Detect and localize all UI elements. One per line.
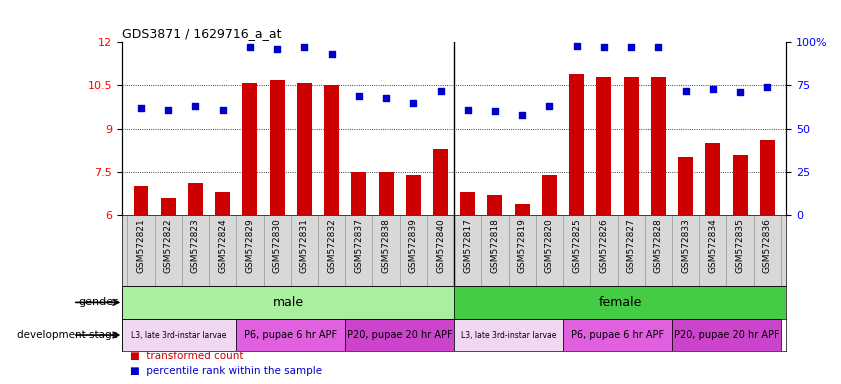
Bar bbox=[672, 319, 781, 351]
Text: GSM572835: GSM572835 bbox=[736, 218, 744, 273]
Point bbox=[325, 51, 338, 58]
Text: GSM572830: GSM572830 bbox=[272, 218, 282, 273]
Point bbox=[516, 112, 529, 118]
Bar bbox=[378, 172, 394, 215]
Text: GSM572822: GSM572822 bbox=[164, 218, 172, 273]
Bar bbox=[433, 149, 448, 215]
Text: P20, pupae 20 hr APF: P20, pupae 20 hr APF bbox=[674, 330, 780, 340]
Text: GSM572823: GSM572823 bbox=[191, 218, 200, 273]
Point bbox=[624, 44, 637, 50]
Point bbox=[406, 99, 420, 106]
Text: P20, pupae 20 hr APF: P20, pupae 20 hr APF bbox=[346, 330, 452, 340]
Point bbox=[542, 103, 556, 109]
Text: female: female bbox=[599, 296, 642, 309]
Point bbox=[188, 103, 202, 109]
Text: GSM572840: GSM572840 bbox=[436, 218, 445, 273]
Text: GSM572817: GSM572817 bbox=[463, 218, 473, 273]
Text: GSM572825: GSM572825 bbox=[572, 218, 581, 273]
Text: L3, late 3rd-instar larvae: L3, late 3rd-instar larvae bbox=[131, 331, 227, 339]
Bar bbox=[569, 74, 584, 215]
Bar bbox=[454, 286, 786, 319]
Point bbox=[706, 86, 720, 92]
Text: GSM572821: GSM572821 bbox=[136, 218, 145, 273]
Bar bbox=[454, 319, 563, 351]
Text: GSM572826: GSM572826 bbox=[600, 218, 608, 273]
Point bbox=[679, 88, 692, 94]
Point bbox=[298, 44, 311, 50]
Bar bbox=[297, 83, 312, 215]
Bar bbox=[188, 184, 203, 215]
Text: GDS3871 / 1629716_a_at: GDS3871 / 1629716_a_at bbox=[122, 26, 282, 40]
Text: P6, pupae 6 hr APF: P6, pupae 6 hr APF bbox=[244, 330, 337, 340]
Bar bbox=[134, 186, 149, 215]
Point bbox=[489, 108, 502, 114]
Text: GSM572831: GSM572831 bbox=[300, 218, 309, 273]
Bar bbox=[624, 77, 638, 215]
Point bbox=[570, 43, 584, 49]
Bar bbox=[161, 198, 176, 215]
Point bbox=[434, 88, 447, 94]
Text: GSM572834: GSM572834 bbox=[708, 218, 717, 273]
Bar bbox=[236, 319, 345, 351]
Text: GSM572828: GSM572828 bbox=[653, 218, 663, 273]
Bar bbox=[345, 319, 454, 351]
Point bbox=[597, 44, 611, 50]
Text: L3, late 3rd-instar larvae: L3, late 3rd-instar larvae bbox=[461, 331, 556, 339]
Bar bbox=[352, 172, 367, 215]
Bar bbox=[542, 175, 557, 215]
Text: GSM572818: GSM572818 bbox=[490, 218, 500, 273]
Bar bbox=[651, 77, 666, 215]
Text: P6, pupae 6 hr APF: P6, pupae 6 hr APF bbox=[571, 330, 664, 340]
Bar bbox=[706, 143, 720, 215]
Text: GSM572824: GSM572824 bbox=[218, 218, 227, 273]
Point bbox=[760, 84, 774, 90]
Text: GSM572837: GSM572837 bbox=[354, 218, 363, 273]
Point bbox=[461, 107, 474, 113]
Bar bbox=[759, 140, 775, 215]
Text: gender: gender bbox=[78, 297, 118, 308]
Bar bbox=[242, 83, 257, 215]
Bar bbox=[215, 192, 230, 215]
Bar bbox=[324, 86, 339, 215]
Bar bbox=[122, 319, 236, 351]
Text: GSM572819: GSM572819 bbox=[518, 218, 526, 273]
Text: GSM572839: GSM572839 bbox=[409, 218, 418, 273]
Point bbox=[652, 44, 665, 50]
Bar bbox=[733, 155, 748, 215]
Point bbox=[352, 93, 366, 99]
Text: GSM572838: GSM572838 bbox=[382, 218, 390, 273]
Point bbox=[135, 105, 148, 111]
Point bbox=[161, 107, 175, 113]
Bar bbox=[460, 192, 475, 215]
Text: ■  transformed count: ■ transformed count bbox=[130, 351, 244, 361]
Point bbox=[379, 94, 393, 101]
Text: male: male bbox=[272, 296, 304, 309]
Text: GSM572832: GSM572832 bbox=[327, 218, 336, 273]
Point bbox=[271, 46, 284, 52]
Bar bbox=[563, 319, 672, 351]
Text: GSM572827: GSM572827 bbox=[627, 218, 636, 273]
Bar bbox=[488, 195, 502, 215]
Point bbox=[216, 107, 230, 113]
Bar bbox=[678, 157, 693, 215]
Text: GSM572820: GSM572820 bbox=[545, 218, 554, 273]
Text: GSM572829: GSM572829 bbox=[246, 218, 255, 273]
Text: development stage: development stage bbox=[17, 330, 118, 340]
Text: GSM572833: GSM572833 bbox=[681, 218, 690, 273]
Bar bbox=[122, 286, 454, 319]
Bar bbox=[406, 175, 420, 215]
Text: GSM572836: GSM572836 bbox=[763, 218, 772, 273]
Bar bbox=[515, 204, 530, 215]
Point bbox=[243, 44, 257, 50]
Bar bbox=[270, 80, 284, 215]
Point bbox=[733, 89, 747, 96]
Bar bbox=[596, 77, 611, 215]
Text: ■  percentile rank within the sample: ■ percentile rank within the sample bbox=[130, 366, 322, 376]
